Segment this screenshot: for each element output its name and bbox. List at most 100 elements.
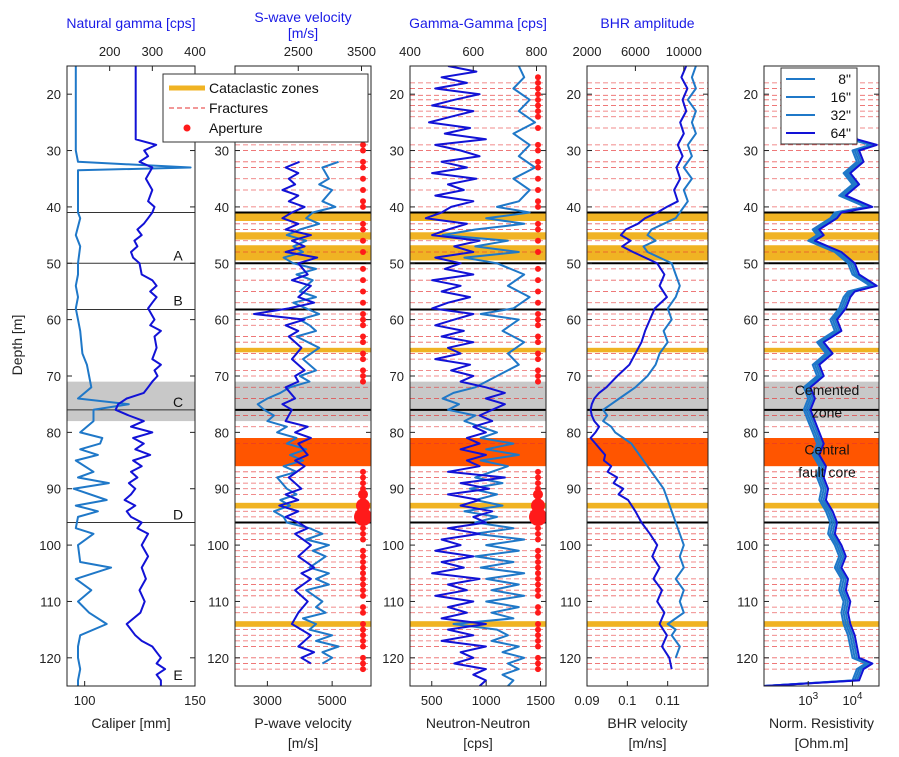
top-tick-label: 3500	[347, 44, 376, 59]
legend-label: Cataclastic zones	[209, 80, 319, 96]
top-axis-label: Natural gamma [cps]	[66, 15, 195, 31]
aperture-dot	[535, 108, 541, 115]
y-tick-label: 50	[744, 256, 758, 271]
cataclastic-zone-band	[587, 347, 708, 353]
legend-label: Aperture	[209, 120, 263, 136]
cataclastic-zone-band	[764, 245, 879, 261]
zone-annotation: Cemented	[795, 382, 860, 398]
aperture-dot	[535, 643, 541, 650]
series-line	[441, 66, 537, 686]
y-tick-label: 30	[215, 144, 229, 159]
aperture-dot	[535, 666, 541, 673]
aperture-dot	[535, 604, 541, 611]
aperture-dot	[360, 632, 366, 639]
cataclastic-zone-band	[410, 232, 546, 240]
top-tick-label: 6000	[621, 44, 650, 59]
aperture-dot	[360, 164, 366, 171]
x-tick-label: 104	[842, 691, 862, 708]
aperture-dot	[360, 141, 366, 148]
aperture-dot	[535, 530, 541, 537]
top-tick-label: 300	[141, 44, 163, 59]
aperture-dot	[360, 559, 366, 565]
aperture-dot	[535, 85, 541, 92]
top-tick-label: 800	[526, 44, 548, 59]
aperture-dot	[360, 604, 366, 611]
aperture-dot	[360, 187, 366, 193]
y-tick-label: 100	[559, 538, 581, 553]
cataclastic-zone-band	[764, 347, 879, 353]
zone-annotation: zone	[812, 405, 843, 421]
legend-swatch	[183, 124, 191, 132]
y-tick-label: 90	[567, 482, 581, 497]
top-tick-label: 10000	[666, 44, 702, 59]
x-axis-label: Neutron-Neutron	[426, 715, 530, 731]
top-axis-label-unit: [m/s]	[288, 25, 318, 41]
y-tick-label: 40	[47, 200, 61, 215]
aperture-dot	[360, 592, 366, 599]
aperture-dot-large	[358, 489, 368, 500]
y-tick-label: 20	[47, 87, 61, 102]
y-tick-label: 70	[744, 369, 758, 384]
aperture-dot	[360, 322, 366, 329]
top-axis-label: S-wave velocity	[254, 9, 351, 25]
aperture-dot	[535, 559, 541, 565]
y-tick-label: 60	[47, 313, 61, 328]
y-tick-label: 110	[40, 594, 61, 609]
x-tick-label: 500	[421, 693, 443, 708]
aperture-dot	[535, 277, 541, 284]
fault-core-band	[587, 438, 708, 467]
x-axis-label-unit: [Ohm.m]	[795, 735, 849, 751]
zone-annotation: A	[173, 247, 183, 263]
aperture-dot	[535, 564, 541, 571]
aperture-dot	[535, 74, 541, 81]
aperture-dot	[535, 480, 541, 487]
aperture-dot	[535, 265, 541, 272]
y-tick-label: 30	[47, 144, 61, 159]
aperture-dot	[360, 350, 366, 357]
y-tick-label: 50	[390, 256, 404, 271]
cemented-zone-band	[764, 381, 879, 422]
aperture-dot	[535, 316, 541, 323]
aperture-dot	[535, 96, 541, 103]
aperture-dot	[360, 553, 366, 560]
aperture-dot-large	[533, 489, 543, 500]
aperture-dot	[360, 621, 366, 627]
aperture-dot	[535, 367, 541, 374]
series-line	[764, 127, 876, 686]
y-tick-label: 100	[39, 538, 61, 553]
series-line	[114, 66, 167, 686]
aperture-dot	[535, 553, 541, 560]
y-tick-label: 20	[567, 87, 581, 102]
aperture-dot	[360, 203, 366, 210]
x-tick-label: 100	[74, 693, 96, 708]
x-tick-label: 0.1	[618, 693, 636, 708]
aperture-dot	[360, 311, 366, 317]
aperture-dot	[535, 587, 541, 594]
x-axis-label-unit: [cps]	[463, 735, 493, 751]
aperture-dot	[535, 187, 541, 193]
x-tick-label: 150	[184, 693, 206, 708]
aperture-dot	[360, 265, 366, 272]
aperture-dot	[535, 79, 541, 86]
y-tick-label: 120	[39, 651, 61, 666]
aperture-dot	[535, 373, 541, 379]
aperture-dot	[360, 277, 366, 284]
top-tick-label: 2000	[573, 44, 602, 59]
cataclastic-zone-band	[235, 232, 371, 240]
y-tick-label: 110	[737, 594, 758, 609]
y-tick-label: 20	[744, 87, 758, 102]
aperture-dot	[535, 356, 541, 363]
y-tick-label: 60	[567, 313, 581, 328]
cataclastic-zone-band	[764, 621, 879, 627]
x-axis-label: Norm. Resistivity	[769, 715, 874, 731]
aperture-dot	[535, 378, 541, 385]
y-tick-label: 120	[559, 651, 581, 666]
x-axis-label-unit: [m/ns]	[628, 735, 666, 751]
top-tick-label: 200	[99, 44, 121, 59]
y-tick-label: 100	[207, 538, 229, 553]
panels-layer: 20 30 40 50 60 70 80 90 100 110 120 100 150 Caliper […	[39, 9, 880, 751]
panel-plot-area	[410, 66, 546, 686]
panel-3: 20 30 40 50 60 70 80 90 100 110 120 500 1000 1500 Neut…	[382, 15, 555, 751]
aperture-dot	[360, 468, 366, 475]
aperture-dot	[535, 468, 541, 475]
